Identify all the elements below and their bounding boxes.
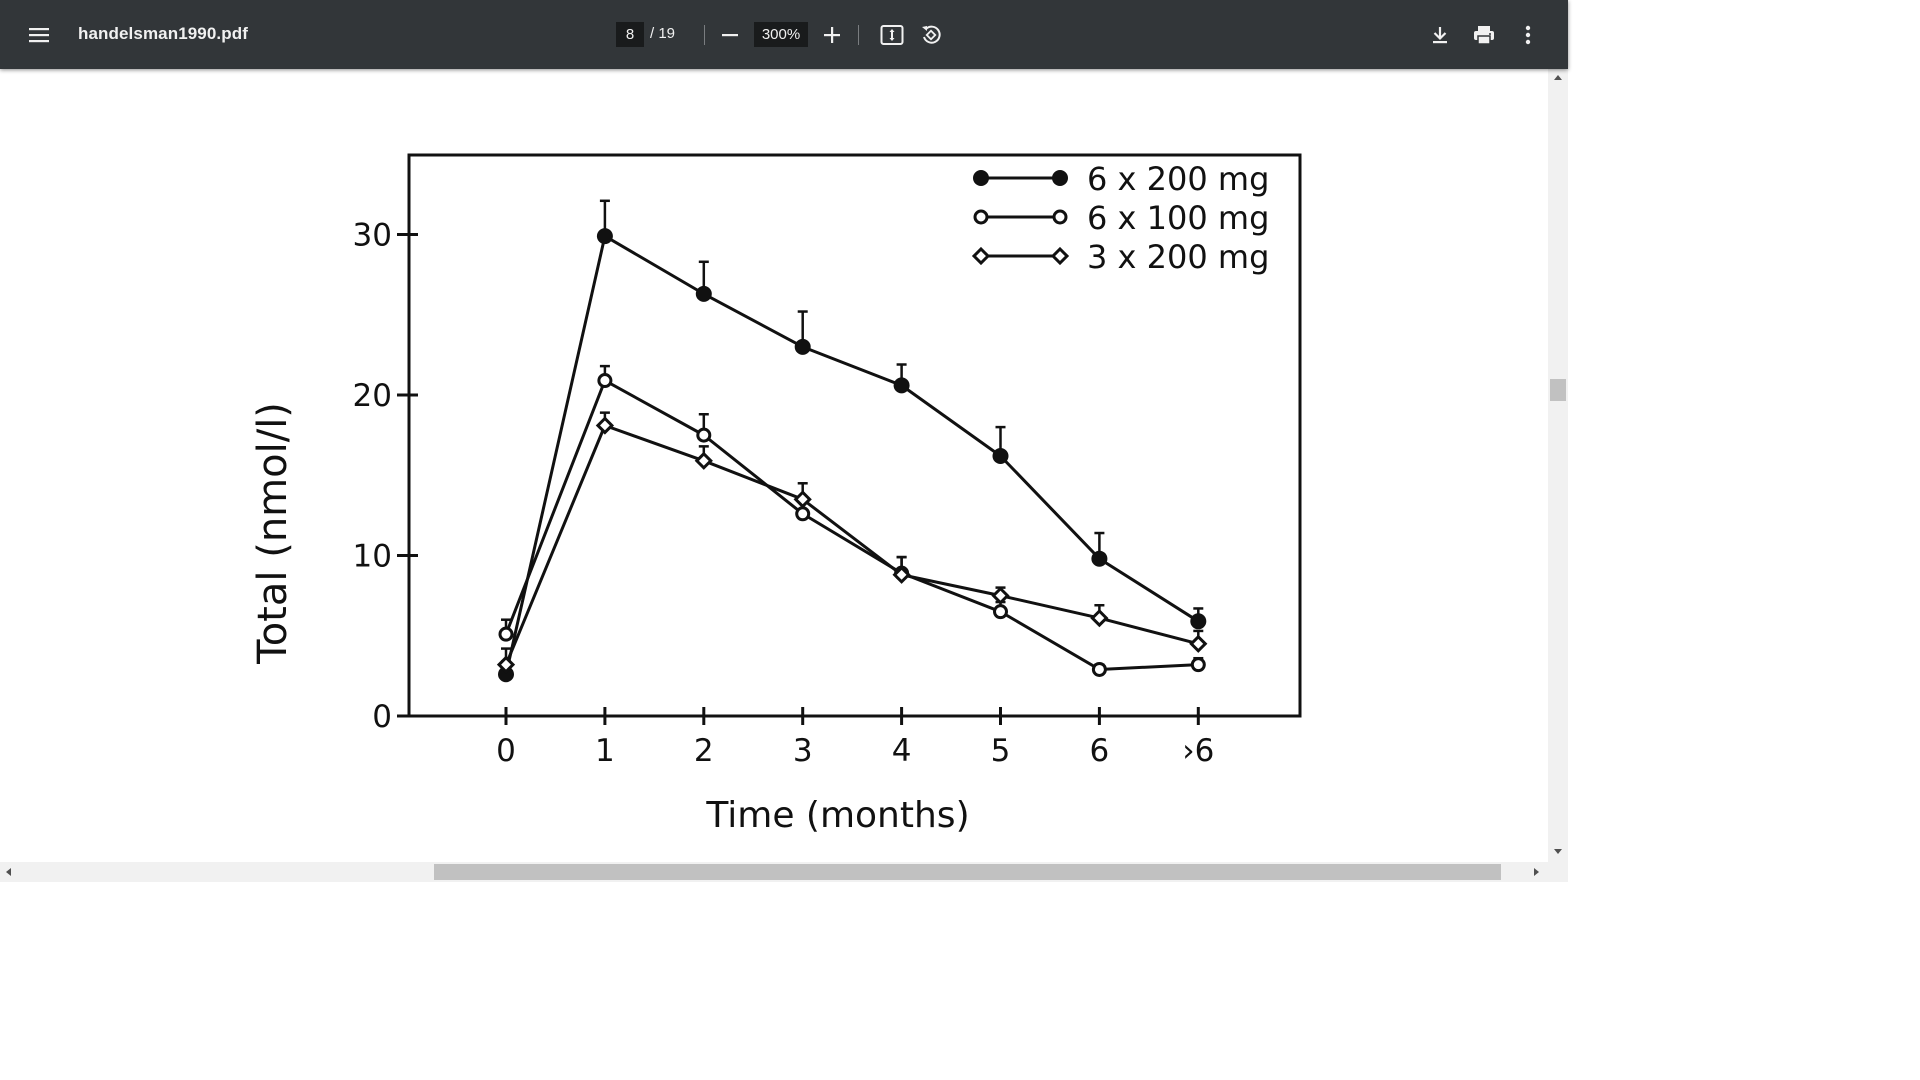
hamburger-menu-icon[interactable] xyxy=(21,17,57,53)
data-point xyxy=(1091,661,1107,677)
x-tick-label: 1 xyxy=(595,733,615,769)
scroll-right-arrow-icon[interactable] xyxy=(1534,868,1539,876)
document-title: handelsman1990.pdf xyxy=(78,24,248,43)
data-point xyxy=(892,565,911,584)
data-point xyxy=(696,427,712,443)
series-line xyxy=(504,234,1200,675)
data-point xyxy=(596,228,613,245)
page-total: / 19 xyxy=(650,25,676,42)
data-point xyxy=(991,586,1010,605)
legend-label: 6 x 100 mg xyxy=(1087,199,1269,237)
data-point xyxy=(971,246,991,266)
data-point xyxy=(1189,634,1208,653)
data-point xyxy=(1091,550,1108,567)
fit-to-page-icon[interactable] xyxy=(874,17,910,53)
data-point xyxy=(992,447,1009,464)
series-line xyxy=(504,379,1199,671)
y-tick-label: 10 xyxy=(353,539,392,575)
data-point xyxy=(597,373,613,389)
scroll-up-arrow-icon[interactable] xyxy=(1554,75,1562,80)
data-point xyxy=(695,285,712,302)
x-tick-label: 2 xyxy=(694,733,714,769)
y-tick-label: 0 xyxy=(372,699,392,735)
data-point xyxy=(973,170,989,186)
pdf-toolbar: handelsman1990.pdf 8 / 19 300% xyxy=(0,0,1568,69)
data-point xyxy=(694,451,713,470)
data-point xyxy=(1052,170,1068,186)
y-tick-label: 30 xyxy=(353,218,392,254)
vertical-scrollbar[interactable] xyxy=(1548,69,1568,862)
data-point xyxy=(595,416,615,435)
rotate-counterclockwise-icon[interactable] xyxy=(913,17,949,53)
x-tick-label: ›6 xyxy=(1182,733,1214,769)
y-axis-label: Total (nmol/l) xyxy=(250,402,296,665)
scroll-left-arrow-icon[interactable] xyxy=(6,868,11,876)
data-point xyxy=(496,655,516,674)
more-vertical-icon[interactable] xyxy=(1510,17,1546,53)
page-number-input[interactable]: 8 xyxy=(616,22,644,47)
print-icon[interactable] xyxy=(1466,17,1502,53)
x-tick-label: 4 xyxy=(892,733,912,769)
data-point xyxy=(795,506,811,522)
minus-icon[interactable] xyxy=(712,17,748,53)
data-point xyxy=(498,626,514,642)
data-point xyxy=(973,209,989,225)
horizontal-scrollbar[interactable] xyxy=(0,862,1568,882)
data-point xyxy=(993,604,1008,620)
x-tick-label: 3 xyxy=(793,733,813,769)
toolbar-divider xyxy=(704,25,705,45)
x-tick-label: 0 xyxy=(496,733,516,769)
plus-icon[interactable] xyxy=(814,17,850,53)
data-point xyxy=(1050,246,1070,266)
data-point xyxy=(1190,657,1206,673)
x-tick-label: 6 xyxy=(1090,733,1110,769)
x-axis-label: Time (months) xyxy=(705,795,969,836)
y-tick-label: 20 xyxy=(353,378,392,414)
vertical-scroll-thumb[interactable] xyxy=(1550,379,1566,401)
data-point xyxy=(793,490,812,509)
scroll-down-arrow-icon[interactable] xyxy=(1554,849,1562,854)
data-point xyxy=(893,377,910,394)
data-point xyxy=(794,338,811,355)
zoom-level-input[interactable]: 300% xyxy=(754,22,808,47)
horizontal-scroll-thumb[interactable] xyxy=(434,864,1501,880)
x-tick-label: 5 xyxy=(991,733,1011,769)
plot-frame xyxy=(407,153,1302,718)
data-point xyxy=(1190,613,1207,630)
data-point xyxy=(1052,209,1068,225)
pdf-page-figure: 0 10 20 30 0 1 2 3 4 5 6 ›6 6 x 200 mg6 x 100 mg3 … xyxy=(250,153,1302,836)
legend-label: 3 x 200 mg xyxy=(1087,238,1269,276)
series-line xyxy=(504,423,1199,666)
data-point xyxy=(498,666,514,683)
toolbar-divider xyxy=(858,25,859,45)
legend-label: 6 x 200 mg xyxy=(1087,160,1269,198)
data-point xyxy=(1090,608,1109,628)
download-icon[interactable] xyxy=(1422,17,1458,53)
